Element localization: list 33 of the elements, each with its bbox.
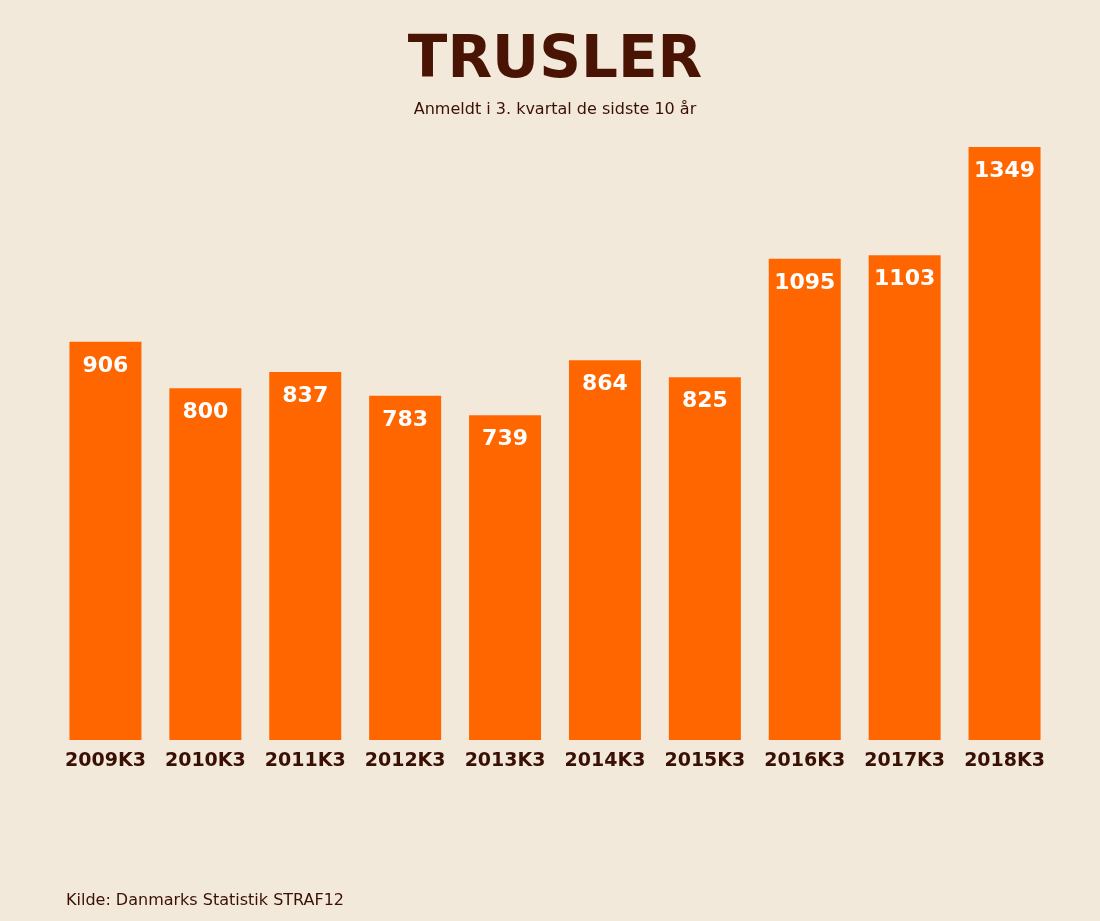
data-label: 783	[382, 405, 429, 431]
x-tick-label: 2015K3	[664, 747, 746, 770]
bar	[169, 388, 242, 740]
data-label: 906	[82, 351, 129, 377]
data-label: 800	[182, 398, 229, 424]
bar	[269, 372, 342, 740]
x-tick-label: 2017K3	[864, 747, 946, 770]
data-label: 837	[282, 382, 329, 408]
data-label: 1349	[973, 157, 1036, 182]
bar	[469, 415, 542, 740]
bar	[768, 258, 841, 740]
data-label: 825	[681, 387, 728, 413]
data-label: 1095	[774, 268, 836, 294]
bar	[868, 255, 941, 740]
data-label: 739	[482, 425, 529, 451]
x-tick-label: 2011K3	[264, 747, 346, 770]
x-tick-label: 2012K3	[364, 747, 446, 770]
data-label: 1103	[874, 265, 936, 291]
x-tick-label: 2013K3	[464, 747, 546, 770]
chart-title: TRUSLER	[407, 23, 703, 91]
bar	[968, 147, 1041, 740]
data-label: 864	[581, 370, 628, 396]
bar	[668, 377, 741, 740]
bar	[369, 395, 442, 740]
bar	[568, 360, 641, 740]
x-tick-label: 2018K3	[964, 747, 1045, 770]
text: Kilde: Danmarks Statistik STRAF12	[66, 890, 345, 909]
x-tick-label: 2016K3	[764, 747, 846, 770]
x-tick-label: 2010K3	[164, 747, 246, 770]
chart-subtitle: Anmeldt i 3. kvartal de sidste 10 år	[413, 99, 697, 118]
x-tick-label: 2009K3	[65, 747, 146, 770]
bar	[69, 341, 142, 740]
x-tick-label: 2014K3	[564, 747, 646, 770]
